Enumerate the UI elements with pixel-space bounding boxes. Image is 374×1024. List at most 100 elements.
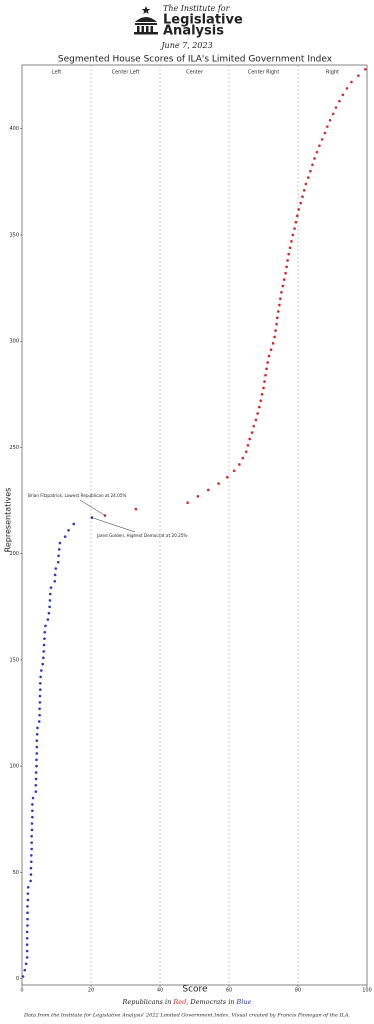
- point: [286, 259, 289, 262]
- point: [341, 93, 345, 97]
- point: [246, 444, 250, 447]
- point: [36, 726, 39, 730]
- point: [43, 637, 46, 640]
- y-tick-label: 350: [9, 232, 19, 238]
- point: [63, 535, 67, 538]
- point: [25, 943, 29, 946]
- y-tick-label: 400: [9, 126, 19, 132]
- point: [299, 201, 303, 205]
- segment-label: Center: [186, 70, 204, 76]
- legend-note-part: Blue: [236, 998, 252, 1006]
- point: [260, 393, 264, 396]
- point: [39, 675, 42, 679]
- point: [250, 431, 254, 434]
- point: [72, 522, 76, 526]
- point: [30, 860, 33, 864]
- point: [248, 437, 251, 441]
- point: [244, 450, 248, 453]
- point: [38, 681, 42, 685]
- point: [67, 529, 70, 532]
- point: [56, 560, 60, 564]
- point: [35, 739, 39, 742]
- point: [334, 106, 338, 109]
- y-tick-label: 0: [16, 976, 19, 982]
- point: [30, 847, 33, 851]
- point: [294, 220, 298, 224]
- point: [44, 624, 47, 628]
- y-tick-label: 200: [9, 551, 19, 557]
- point: [30, 828, 34, 832]
- point: [225, 475, 229, 479]
- point: [46, 618, 50, 621]
- point: [207, 488, 210, 492]
- point: [307, 176, 310, 179]
- point: [267, 354, 271, 358]
- point: [277, 310, 280, 313]
- point: [48, 592, 52, 596]
- point: [281, 284, 285, 288]
- point: [29, 879, 32, 883]
- point: [58, 541, 62, 545]
- point: [26, 924, 29, 927]
- segment-label: Left: [52, 70, 61, 76]
- annotation: Jared Golden, Highest Democrat at 20.25%: [96, 533, 187, 538]
- segment-label: Right: [326, 70, 339, 76]
- point: [315, 150, 319, 154]
- legend-note: Republicans in Red, Democrats in Blue: [122, 998, 252, 1006]
- legend-note-part: Red: [172, 998, 186, 1006]
- x-tick-label: 100: [362, 988, 372, 994]
- point: [42, 650, 46, 653]
- x-tick-label: 60: [226, 988, 232, 994]
- y-tick-label: 50: [13, 870, 19, 876]
- point: [34, 783, 38, 787]
- point: [35, 764, 38, 768]
- point: [30, 854, 33, 857]
- point: [57, 548, 61, 551]
- point: [338, 99, 341, 103]
- point: [38, 707, 41, 711]
- point: [30, 822, 34, 825]
- point: [25, 930, 29, 934]
- point: [41, 662, 44, 666]
- point: [48, 599, 52, 602]
- point: [287, 252, 290, 256]
- point: [275, 322, 278, 326]
- point: [30, 834, 33, 838]
- x-axis-label: Score: [182, 985, 208, 995]
- point: [350, 80, 353, 84]
- point: [323, 131, 327, 135]
- point: [363, 67, 367, 71]
- point: [31, 815, 34, 819]
- logo: [134, 6, 158, 35]
- point: [357, 74, 360, 77]
- point: [29, 866, 33, 870]
- point: [34, 771, 38, 774]
- point: [23, 968, 27, 972]
- point: [297, 208, 300, 211]
- point: [54, 567, 58, 570]
- point: [266, 361, 269, 364]
- point: [38, 694, 42, 698]
- point: [35, 732, 39, 736]
- source: Data from the Institute for Legislative …: [23, 1013, 350, 1019]
- point: [269, 348, 273, 352]
- point: [26, 892, 30, 895]
- org-name: Legislative: [163, 13, 243, 28]
- annotation-arrow: [79, 499, 106, 516]
- point: [282, 278, 286, 281]
- point: [196, 495, 200, 498]
- point: [35, 758, 38, 762]
- point: [279, 297, 282, 301]
- point: [285, 265, 288, 269]
- point: [25, 956, 29, 959]
- point: [273, 335, 276, 339]
- point: [302, 189, 306, 192]
- plot-frame: [21, 64, 368, 986]
- point: [21, 975, 25, 978]
- point: [42, 656, 45, 660]
- point: [311, 163, 314, 167]
- point: [217, 482, 220, 485]
- annotation: Brian Fitzpatrick, Lowest Republican at …: [28, 493, 127, 498]
- date: June 7, 2023: [159, 41, 212, 50]
